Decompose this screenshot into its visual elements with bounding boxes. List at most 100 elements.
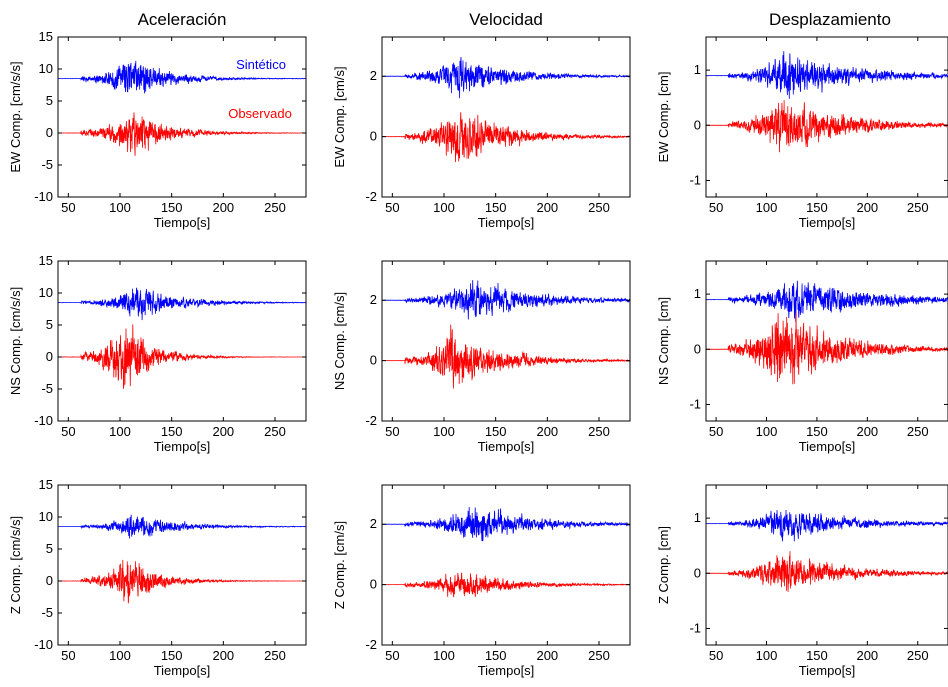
trace-sintetico: [706, 51, 948, 99]
axes-frame: [381, 260, 631, 422]
trace-observado: [58, 324, 306, 389]
x-tick-label: 250: [907, 200, 929, 215]
y-axis-label: NS Comp. [cm/s]: [332, 292, 347, 390]
x-tick-label: 100: [433, 200, 455, 215]
trace-observado: [706, 312, 948, 385]
x-tick-label: 150: [161, 200, 183, 215]
y-tick-label: 2: [370, 292, 377, 307]
x-axis-label: Tiempo[s]: [154, 663, 211, 678]
axes-frame: [705, 260, 948, 422]
x-tick-label: 100: [109, 424, 131, 439]
y-tick-label: -10: [34, 189, 53, 204]
x-tick-label: 200: [856, 648, 878, 663]
x-tick-label: 250: [588, 424, 610, 439]
column-title-velocidad: Velocidad: [469, 10, 543, 29]
x-tick-label: 250: [907, 424, 929, 439]
axes-frame: [57, 484, 307, 646]
y-tick-label: 1: [694, 62, 701, 77]
y-tick-label: 0: [694, 117, 701, 132]
panel-4: 50 100 150 200 250 -10 -5 0 5 10 15 Tiempo[s] NS Com…: [8, 253, 307, 454]
y-tick-label: 0: [694, 341, 701, 356]
panel-1: 50 100 150 200 250 -10 -5 0 5 10 15 Tiempo[s] EW Com…: [8, 29, 307, 230]
y-tick-label: 2: [370, 68, 377, 83]
y-axis-label: NS Comp. [cm]: [656, 297, 671, 385]
legend-sintetico: Sintético: [236, 57, 286, 72]
x-tick-label: 250: [907, 648, 929, 663]
x-tick-label: 200: [212, 648, 234, 663]
trace-sintetico: [382, 506, 630, 542]
axes-frame: [705, 36, 948, 198]
y-tick-label: -5: [41, 605, 53, 620]
x-tick-label: 150: [485, 424, 507, 439]
trace-sintetico: [58, 514, 306, 539]
panel-8: 50 100 150 200 250 -2 0 2 Tiempo[s] Z Comp. [cm/s…: [332, 484, 631, 678]
x-axis-label: Tiempo[s]: [478, 215, 535, 230]
x-tick-label: 250: [588, 200, 610, 215]
x-tick-label: 50: [709, 648, 723, 663]
y-tick-label: 2: [370, 516, 377, 531]
trace-sintetico: [58, 60, 306, 94]
axes-frame: [705, 484, 948, 646]
axes-frame: [57, 260, 307, 422]
x-tick-label: 200: [856, 424, 878, 439]
x-axis-label: Tiempo[s]: [799, 663, 856, 678]
x-tick-label: 150: [806, 648, 828, 663]
trace-sintetico: [382, 280, 630, 320]
panel-5: 50 100 150 200 250 -2 0 2 Tiempo[s] NS Comp. [cm/…: [332, 260, 631, 454]
column-title-aceleracion: Aceleración: [138, 10, 227, 29]
y-tick-label: 10: [39, 61, 53, 76]
trace-observado: [382, 112, 630, 163]
panel-3: 50 100 150 200 250 -1 0 1 Tiempo[s] EW Comp. [cm]: [656, 36, 948, 230]
y-axis-label: EW Comp. [cm/s/s]: [8, 61, 23, 172]
x-axis-label: Tiempo[s]: [478, 663, 535, 678]
x-axis-label: Tiempo[s]: [799, 215, 856, 230]
panel-9: 50 100 150 200 250 -1 0 1 Tiempo[s] Z Comp. [cm]: [656, 484, 948, 678]
y-axis-label: EW Comp. [cm]: [656, 71, 671, 162]
x-tick-label: 50: [385, 200, 399, 215]
y-tick-label: -1: [689, 620, 701, 635]
x-axis-label: Tiempo[s]: [478, 439, 535, 454]
x-tick-label: 150: [161, 648, 183, 663]
y-tick-label: 5: [46, 541, 53, 556]
trace-sintetico: [382, 56, 630, 99]
x-tick-label: 50: [385, 648, 399, 663]
x-axis-label: Tiempo[s]: [154, 215, 211, 230]
x-tick-label: 200: [536, 200, 558, 215]
y-tick-label: -2: [365, 637, 377, 652]
trace-sintetico: [706, 509, 948, 542]
y-tick-label: 10: [39, 509, 53, 524]
x-tick-label: 50: [385, 424, 399, 439]
panel-2: 50 100 150 200 250 -2 0 2 Tiempo[s] EW Comp. [cm/…: [332, 36, 631, 230]
trace-observado: [706, 551, 948, 592]
y-tick-label: 5: [46, 317, 53, 332]
x-tick-label: 100: [756, 200, 778, 215]
y-tick-label: -10: [34, 637, 53, 652]
x-tick-label: 150: [806, 200, 828, 215]
y-axis-label: Z Comp. [cm]: [656, 526, 671, 604]
x-tick-label: 250: [264, 424, 286, 439]
y-tick-label: 10: [39, 285, 53, 300]
legend-observado: Observado: [228, 106, 292, 121]
y-tick-label: 0: [370, 577, 377, 592]
y-axis-label: NS Comp. [cm/s/s]: [8, 287, 23, 395]
y-tick-label: 15: [39, 253, 53, 268]
column-title-desplazamiento: Desplazamiento: [769, 10, 891, 29]
x-axis-label: Tiempo[s]: [154, 439, 211, 454]
y-tick-label: 5: [46, 93, 53, 108]
trace-observado: [382, 572, 630, 598]
x-tick-label: 100: [109, 200, 131, 215]
y-tick-label: 15: [39, 477, 53, 492]
x-tick-label: 50: [61, 424, 75, 439]
y-tick-label: 0: [694, 565, 701, 580]
y-tick-label: -10: [34, 413, 53, 428]
x-axis-label: Tiempo[s]: [799, 439, 856, 454]
y-tick-label: 0: [370, 353, 377, 368]
trace-observado: [706, 100, 948, 153]
x-tick-label: 100: [756, 648, 778, 663]
trace-sintetico: [58, 287, 306, 321]
x-tick-label: 100: [433, 424, 455, 439]
x-tick-label: 150: [485, 200, 507, 215]
y-tick-label: 0: [46, 125, 53, 140]
y-tick-label: 0: [370, 129, 377, 144]
